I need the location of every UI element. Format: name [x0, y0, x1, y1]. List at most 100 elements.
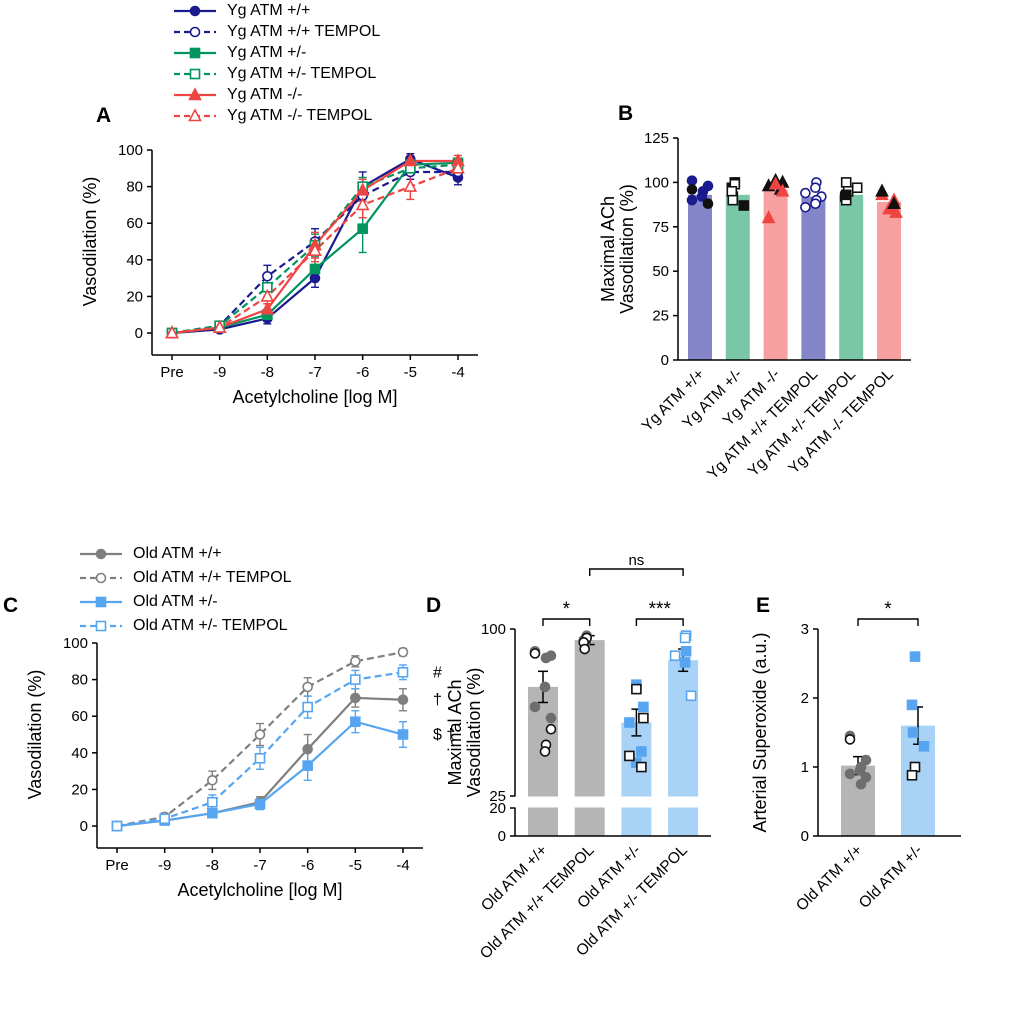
significance-label: * — [884, 599, 892, 620]
x-tick-label: -9 — [213, 364, 226, 381]
data-point-marker — [403, 153, 418, 167]
x-tick-label: Pre — [105, 857, 128, 874]
data-point-marker — [165, 325, 179, 339]
legend-key-circle-icon — [80, 572, 122, 584]
y-tick-label: 80 — [71, 672, 88, 689]
y-axis-title: Arterial Superoxide (a.u.) — [750, 632, 770, 832]
circle-marker-icon — [189, 26, 201, 38]
data-point-marker — [260, 301, 275, 315]
scatter-point-marker — [906, 769, 918, 781]
y-axis-title: Vasodilation (%) — [464, 668, 484, 798]
scatter-point-marker — [907, 727, 919, 738]
significance-bracket — [542, 618, 591, 626]
data-point-marker — [302, 701, 313, 713]
legend-item: Yg ATM +/- — [172, 44, 380, 62]
x-tick-label: -4 — [396, 857, 409, 874]
scatter-point-marker — [679, 632, 691, 644]
scatter-point-marker — [727, 194, 739, 206]
data-point-marker — [355, 182, 370, 196]
bar — [688, 194, 712, 360]
legend-label: Yg ATM -/- — [227, 86, 303, 103]
legend-item: Yg ATM -/- TEMPOL — [172, 107, 380, 125]
legend-item: Old ATM +/+ — [78, 545, 292, 563]
scatter-point-marker — [669, 650, 681, 662]
data-point-marker — [302, 743, 313, 755]
annotation: † — [433, 692, 442, 709]
scatter-point-marker — [726, 185, 738, 197]
scatter-point-marker — [906, 699, 918, 711]
panel-label-b: B — [618, 102, 634, 125]
scatter-point-marker — [810, 198, 821, 210]
scatter-point-marker — [545, 712, 557, 724]
y-axis-title: Maximal ACh — [598, 196, 618, 302]
legend-label: Old ATM +/- — [133, 593, 218, 610]
x-tick-label: -8 — [261, 364, 274, 381]
scatter-point-marker — [889, 204, 903, 218]
data-point-marker — [262, 270, 273, 282]
data-point-marker — [254, 798, 266, 810]
bar — [877, 201, 901, 360]
y-tick-label: 100 — [63, 635, 88, 652]
scatter-point-marker — [909, 651, 921, 662]
y-tick-label: 0 — [498, 828, 506, 845]
y-axis-title: Vasodilation (%) — [617, 184, 637, 314]
square-marker-icon — [95, 596, 107, 608]
scatter-point-marker — [840, 189, 852, 201]
triangle-marker-icon — [188, 87, 202, 101]
y-tick-label: 25 — [652, 308, 669, 325]
y-tick-label: 20 — [71, 781, 88, 798]
x-tick-label: -6 — [301, 857, 314, 874]
y-tick-label: 25 — [489, 788, 506, 805]
y-tick-label: 0 — [801, 828, 809, 845]
square-marker-icon — [189, 47, 201, 59]
y-tick-label: 100 — [644, 174, 669, 191]
data-point-marker — [309, 272, 321, 284]
data-point-marker — [397, 729, 409, 740]
triangle-marker-icon — [188, 108, 202, 122]
scatter-point-marker — [702, 198, 714, 210]
scatter-point-marker — [686, 194, 698, 206]
bar — [621, 722, 652, 836]
scatter-point-marker — [631, 683, 642, 695]
scatter-point-marker — [529, 648, 541, 659]
legend-key-triangle-icon — [174, 108, 216, 122]
y-tick-label: 40 — [71, 745, 88, 762]
y-tick-label: 60 — [126, 215, 143, 232]
data-point-marker — [397, 666, 409, 678]
legend-label: Yg ATM +/- — [227, 44, 307, 61]
significance-bracket — [589, 568, 684, 576]
y-tick-label: 1 — [801, 759, 809, 776]
scatter-point-marker — [738, 200, 750, 211]
square-marker-icon — [189, 68, 201, 80]
legend-key-circle-icon — [174, 5, 216, 17]
panel-label-a: A — [96, 104, 112, 127]
axis-break-band — [516, 796, 711, 808]
scatter-point-marker — [761, 210, 776, 224]
legend-label: Yg ATM +/- TEMPOL — [227, 65, 377, 82]
y-tick-label: 2 — [801, 690, 809, 707]
y-axis-title: Vasodilation (%) — [25, 670, 45, 800]
y-tick-label: 20 — [489, 800, 506, 817]
significance-bracket — [635, 618, 684, 626]
y-tick-label: 80 — [126, 179, 143, 196]
legend-item: Yg ATM +/+ — [172, 2, 380, 20]
scatter-point-marker — [887, 195, 901, 210]
panel-label-d: D — [426, 594, 442, 617]
y-tick-label: 0 — [80, 818, 88, 835]
data-point-marker — [212, 319, 227, 333]
data-point-marker — [350, 674, 361, 685]
annotation: $ † — [433, 727, 455, 744]
y-tick-label: 50 — [652, 263, 669, 280]
data-point-marker — [207, 807, 218, 819]
data-point-marker — [397, 646, 409, 658]
scatter-point-marker — [768, 176, 783, 190]
panel-c-chart: 0 20 40 60 80 100 Pre -9 -8 -7 -6 -5 -4 Acetylcholine… — [25, 635, 455, 900]
scatter-point-marker — [540, 652, 552, 664]
scatter-point-marker — [851, 182, 863, 194]
significance-bracket — [857, 618, 919, 626]
x-axis-title: Acetylcholine [log M] — [177, 880, 342, 900]
x-tick-label: Pre — [160, 364, 183, 381]
